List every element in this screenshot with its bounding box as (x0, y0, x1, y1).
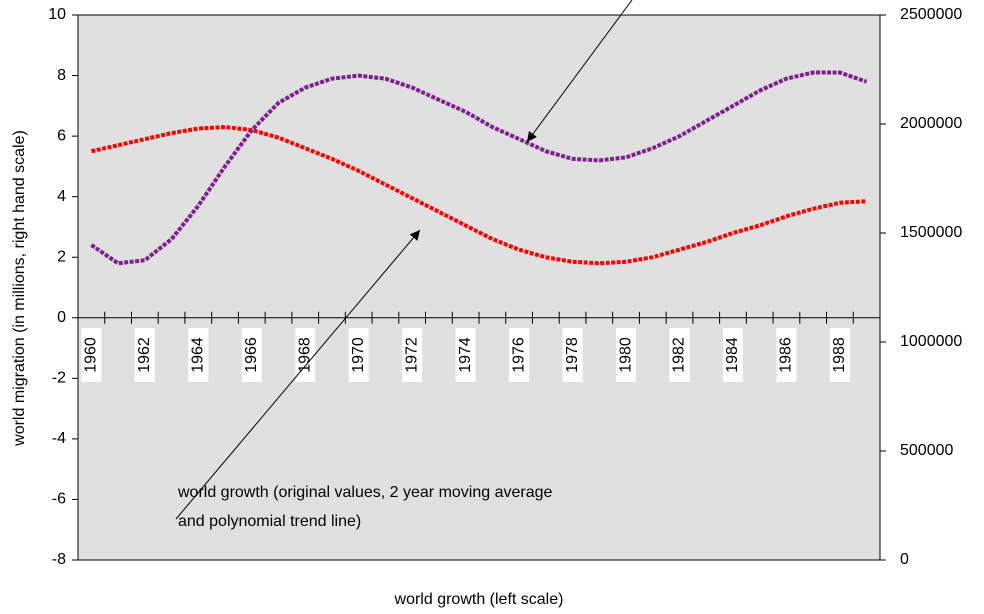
x-tick-label: 1968 (296, 337, 313, 373)
y2-tick-label: 0 (900, 551, 909, 568)
y-tick-label: -8 (52, 551, 66, 568)
x-tick-label-bg (348, 328, 369, 382)
y2-tick-label: 2500000 (900, 6, 962, 23)
x-tick-label-bg (241, 328, 262, 382)
x-tick-label-bg (81, 328, 102, 382)
y-tick-label: 8 (57, 67, 66, 84)
y2-tick-label: 1500000 (900, 224, 962, 241)
x-tick-label: 1972 (403, 337, 420, 373)
x-tick-label: 1962 (136, 337, 153, 373)
x-tick-label: 1976 (510, 337, 527, 373)
x-tick-label-bg (669, 328, 690, 382)
x-tick-label: 1960 (83, 337, 100, 373)
x-tick-label-bg (776, 328, 797, 382)
y-tick-label: 0 (57, 309, 66, 326)
x-tick-label: 1966 (243, 337, 260, 373)
x-tick-label-bg (134, 328, 155, 382)
x-tick-label: 1982 (671, 337, 688, 373)
x-tick-label-bg (295, 328, 316, 382)
x-tick-label-bg (616, 328, 637, 382)
y-tick-label: 4 (57, 188, 66, 205)
series-line (90, 125, 867, 266)
y-tick-label: 6 (57, 127, 66, 144)
plot-area (77, 14, 881, 561)
x-tick-label-bg (455, 328, 476, 382)
x-tick-label: 1970 (350, 337, 367, 373)
x-tick-label: 1986 (778, 337, 795, 373)
series-line (90, 70, 868, 266)
y2-tick-label: 500000 (900, 442, 953, 459)
x-tick-label: 1974 (457, 337, 474, 373)
y-tick-label: -2 (52, 370, 66, 387)
x-tick-label: 1984 (724, 337, 741, 373)
y-tick-label: -4 (52, 430, 66, 447)
x-axis-title: world growth (left scale) (394, 591, 564, 608)
y-tick-label: -6 (52, 491, 66, 508)
x-tick-label: 1978 (564, 337, 581, 373)
chart-layer: -8 -6 -4 -2 0 2 4 6 8 10 0 500000 1000000 1500000 2000… (48, 6, 962, 568)
x-tick-label-bg (722, 328, 743, 382)
x-tick-label-bg (402, 328, 423, 382)
x-tick-label: 1964 (190, 337, 207, 373)
x-tick-label-bg (188, 328, 209, 382)
y-axis-title: world migration (in millions, right hand… (11, 130, 28, 447)
x-tick-label-bg (562, 328, 583, 382)
y2-tick-label: 1000000 (900, 333, 962, 350)
x-tick-label: 1988 (831, 337, 848, 373)
arrow (175, 229, 421, 520)
annotation: world growth (original values, 2 year mo… (177, 484, 553, 501)
y-tick-label: 10 (48, 6, 66, 23)
annotation: and polynomial trend line) (178, 513, 361, 530)
x-tick-label: 1980 (617, 337, 634, 373)
y2-tick-label: 2000000 (900, 115, 962, 132)
x-tick-label-bg (829, 328, 850, 382)
arrow (526, 0, 633, 143)
x-tick-label-bg (509, 328, 530, 382)
y-tick-label: 2 (57, 248, 66, 265)
